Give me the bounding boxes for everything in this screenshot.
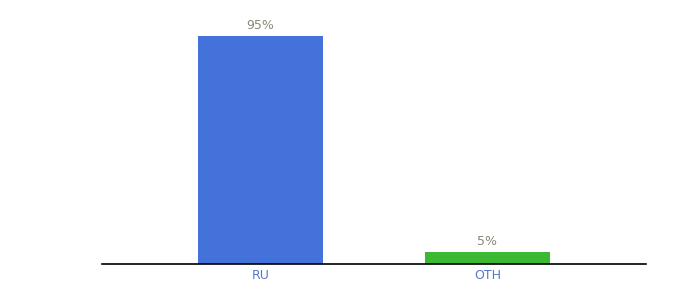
Text: 95%: 95% [247, 20, 275, 32]
Bar [199, 36, 323, 264]
Text: 5%: 5% [477, 236, 497, 248]
Bar [425, 252, 549, 264]
